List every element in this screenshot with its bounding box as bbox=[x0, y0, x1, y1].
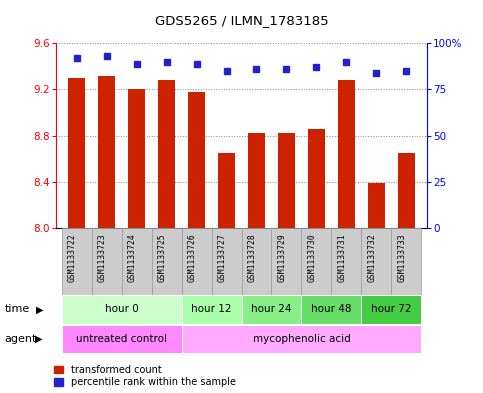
Text: hour 12: hour 12 bbox=[191, 305, 232, 314]
Bar bbox=[338, 80, 355, 228]
Bar bbox=[182, 296, 242, 324]
Bar bbox=[92, 228, 122, 295]
Bar bbox=[61, 325, 182, 353]
Bar bbox=[98, 75, 115, 228]
Bar bbox=[248, 133, 265, 228]
Text: hour 48: hour 48 bbox=[311, 305, 352, 314]
Bar bbox=[301, 296, 361, 324]
Bar bbox=[218, 153, 235, 228]
Text: GSM1133725: GSM1133725 bbox=[157, 233, 167, 282]
Text: GSM1133731: GSM1133731 bbox=[338, 233, 346, 282]
Text: ▶: ▶ bbox=[35, 334, 43, 344]
Bar bbox=[301, 228, 331, 295]
Text: GSM1133724: GSM1133724 bbox=[128, 233, 137, 282]
Text: hour 24: hour 24 bbox=[251, 305, 292, 314]
Bar bbox=[242, 228, 271, 295]
Text: GSM1133732: GSM1133732 bbox=[368, 233, 376, 282]
Text: hour 72: hour 72 bbox=[371, 305, 412, 314]
Bar bbox=[331, 228, 361, 295]
Bar bbox=[212, 228, 242, 295]
Bar bbox=[182, 228, 212, 295]
Bar bbox=[361, 296, 422, 324]
Text: GSM1133723: GSM1133723 bbox=[98, 233, 107, 282]
Bar bbox=[398, 153, 415, 228]
Bar bbox=[61, 228, 92, 295]
Text: GSM1133730: GSM1133730 bbox=[308, 233, 316, 282]
Text: GSM1133728: GSM1133728 bbox=[247, 233, 256, 282]
Bar bbox=[278, 133, 295, 228]
Text: GSM1133733: GSM1133733 bbox=[398, 233, 407, 282]
Text: ▶: ▶ bbox=[36, 305, 44, 314]
Bar bbox=[152, 228, 182, 295]
Bar bbox=[128, 90, 145, 228]
Text: untreated control: untreated control bbox=[76, 334, 167, 344]
Bar bbox=[391, 228, 422, 295]
Text: GDS5265 / ILMN_1783185: GDS5265 / ILMN_1783185 bbox=[155, 14, 328, 27]
Bar bbox=[158, 80, 175, 228]
Text: GSM1133727: GSM1133727 bbox=[217, 233, 227, 282]
Bar bbox=[271, 228, 301, 295]
Text: time: time bbox=[5, 305, 30, 314]
Bar bbox=[188, 92, 205, 228]
Text: GSM1133722: GSM1133722 bbox=[68, 233, 76, 282]
Text: mycophenolic acid: mycophenolic acid bbox=[253, 334, 350, 344]
Bar bbox=[68, 78, 85, 228]
Text: agent: agent bbox=[5, 334, 37, 344]
Text: GSM1133726: GSM1133726 bbox=[187, 233, 197, 282]
Text: hour 0: hour 0 bbox=[105, 305, 139, 314]
Bar bbox=[122, 228, 152, 295]
Bar bbox=[361, 228, 391, 295]
Bar bbox=[368, 183, 385, 228]
Legend: transformed count, percentile rank within the sample: transformed count, percentile rank withi… bbox=[53, 364, 237, 388]
Bar bbox=[242, 296, 301, 324]
Bar bbox=[61, 296, 182, 324]
Bar bbox=[182, 325, 422, 353]
Text: GSM1133729: GSM1133729 bbox=[278, 233, 286, 282]
Bar bbox=[308, 129, 325, 228]
